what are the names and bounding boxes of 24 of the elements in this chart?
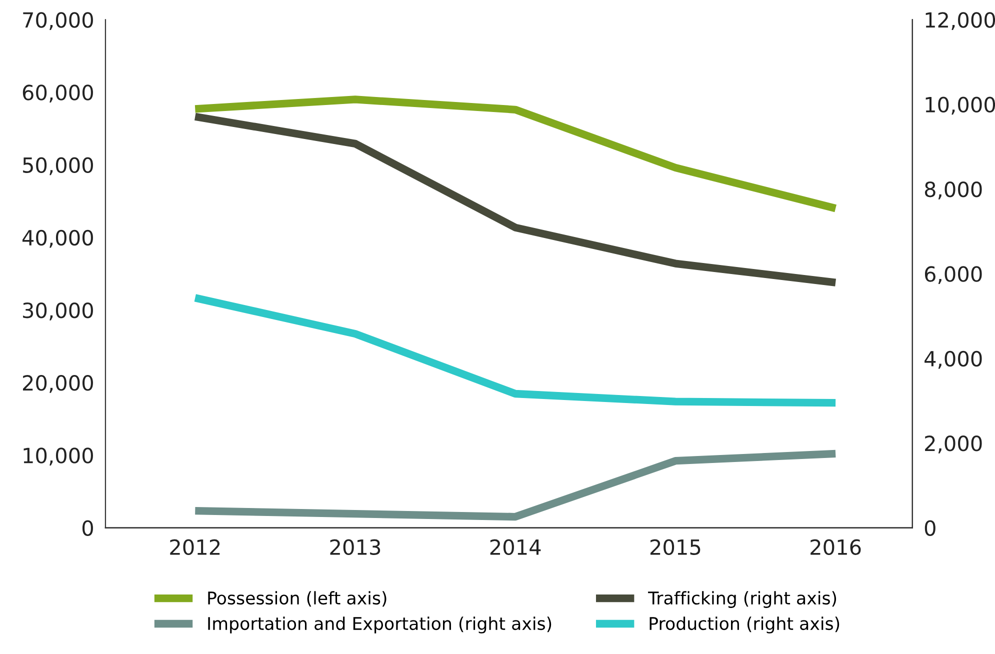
x-tick-label: 2016 (810, 539, 861, 556)
legend-label: Trafficking (right axis) (648, 591, 836, 608)
y-tick-label: 70,000 (23, 12, 93, 30)
y-tick-label: 10,000 (24, 448, 93, 466)
y-tick-label: 40,000 (22, 230, 93, 248)
x-tick-label: 2014 (490, 539, 541, 556)
x-tick-label: 2015 (650, 539, 700, 556)
y-tick-label: 50,000 (23, 157, 93, 176)
legend-label: Production (right axis) (650, 616, 840, 634)
y2-tick-label: 10,000 (926, 96, 995, 115)
x-tick-label: 2012 (170, 539, 220, 556)
y2-tick-label: 8,000 (924, 181, 982, 200)
x-tick-label: 2013 (330, 539, 380, 556)
y2-tick-label: 6,000 (924, 266, 982, 284)
y2-tick-label: 0 (924, 520, 936, 536)
y2-tick-label: 12,000 (926, 12, 995, 30)
y2-tick-label: 2,000 (925, 436, 982, 454)
y-tick-label: 60,000 (22, 84, 93, 103)
y-tick-label: 30,000 (23, 302, 93, 320)
y2-tick-label: 4,000 (924, 350, 982, 369)
y-tick-label: 20,000 (22, 375, 93, 393)
legend-label: Possession (left axis) (208, 591, 386, 607)
y-tick-label: 0 (82, 520, 93, 536)
legend-label: Importation and Exportation (right axis) (208, 616, 552, 634)
